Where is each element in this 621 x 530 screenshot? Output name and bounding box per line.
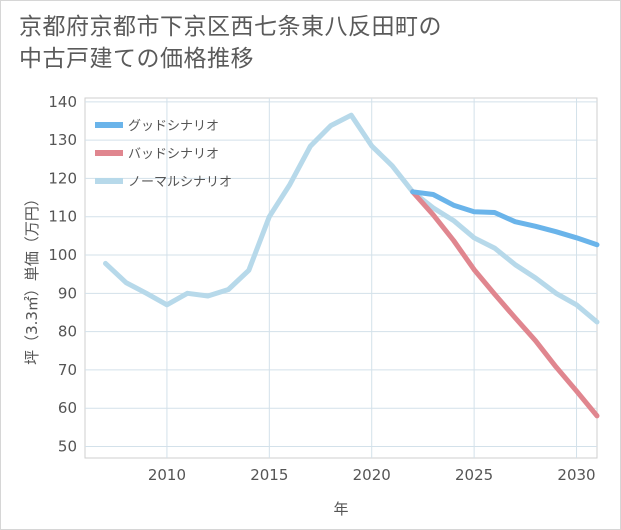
x-tick-label: 2020 <box>353 466 391 484</box>
chart-title: 京都府京都市下京区西七条東八反田町の 中古戸建ての価格推移 <box>19 11 609 75</box>
y-tick-label: 50 <box>58 438 77 456</box>
y-tick-label: 120 <box>48 169 77 187</box>
x-tick-label: 2025 <box>455 466 493 484</box>
chart-title-line1: 京都府京都市下京区西七条東八反田町の <box>19 14 442 40</box>
y-tick-label: 100 <box>48 246 77 264</box>
series-lines <box>103 112 600 419</box>
x-axis-ticks: 2010 2015 2020 2025 2030 <box>148 466 596 484</box>
x-tick-label: 2030 <box>557 466 595 484</box>
legend-label-2: バッドシナリオ <box>128 147 219 162</box>
x-axis-label: 年 <box>333 500 348 518</box>
plot-frame <box>84 97 598 459</box>
y-tick-label: 110 <box>48 208 77 226</box>
y-tick-label: 70 <box>58 361 77 379</box>
y-tick-label: 140 <box>48 93 77 111</box>
y-tick-label: 60 <box>58 399 77 417</box>
y-axis-label: 坪（3.3㎡）単価（万円） <box>23 191 41 365</box>
y-tick-label: 90 <box>58 284 77 302</box>
series-line-2 <box>410 189 600 419</box>
series-line-3 <box>103 112 600 325</box>
grid <box>84 97 598 459</box>
y-axis-ticks: 50 60 70 80 90 100 110 120 130 140 <box>48 93 77 456</box>
legend-label-3: ノーマルシナリオ <box>128 175 232 190</box>
x-tick-label: 2015 <box>250 466 288 484</box>
chart-title-line2: 中古戸建ての価格推移 <box>19 46 254 72</box>
legend-label-1: グッドシナリオ <box>128 119 219 134</box>
y-tick-label: 130 <box>48 131 77 149</box>
y-tick-label: 80 <box>58 323 77 341</box>
series-line-1 <box>410 189 600 248</box>
x-tick-label: 2010 <box>148 466 186 484</box>
